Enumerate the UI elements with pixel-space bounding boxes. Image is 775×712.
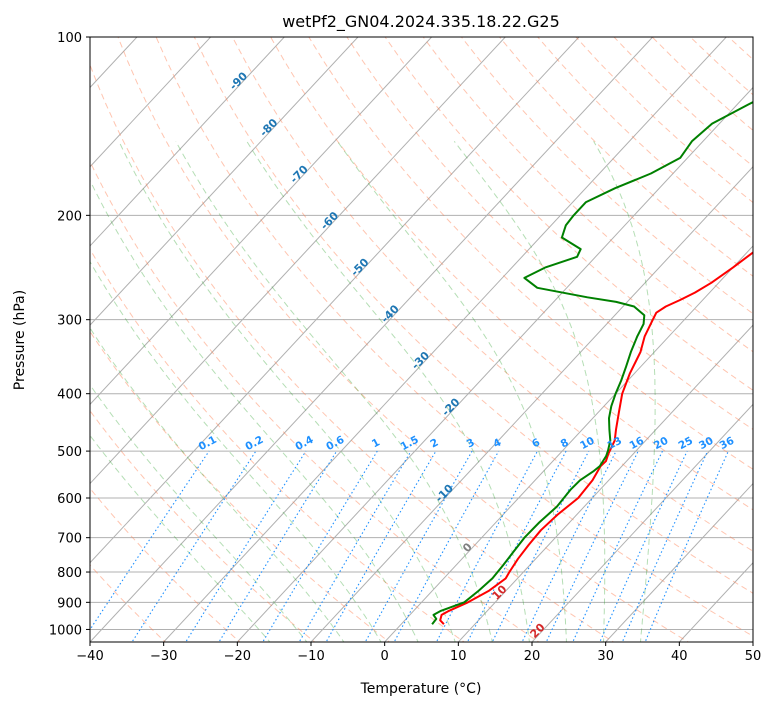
x-axis-label: Temperature (°C) xyxy=(360,681,482,697)
y-tick-label: 200 xyxy=(57,209,82,224)
y-tick-label: 800 xyxy=(57,566,82,581)
x-tick-label: −20 xyxy=(224,649,251,664)
chart-title: wetPf2_GN04.2024.335.18.22.G25 xyxy=(282,12,560,32)
x-tick-label: −30 xyxy=(150,649,177,664)
y-tick-label: 100 xyxy=(57,31,82,46)
y-tick-label: 400 xyxy=(57,388,82,403)
x-tick-label: 0 xyxy=(381,649,389,664)
y-tick-label: 300 xyxy=(57,314,82,329)
x-tick-label: 50 xyxy=(745,649,762,664)
y-axis-label: Pressure (hPa) xyxy=(12,290,28,390)
x-tick-label: −10 xyxy=(297,649,324,664)
y-tick-label: 500 xyxy=(57,445,82,460)
x-tick-label: 10 xyxy=(450,649,467,664)
x-tick-label: 30 xyxy=(597,649,614,664)
x-tick-label: −40 xyxy=(76,649,103,664)
x-tick-label: 40 xyxy=(671,649,688,664)
y-tick-label: 600 xyxy=(57,492,82,507)
x-tick-label: 20 xyxy=(524,649,541,664)
y-tick-label: 700 xyxy=(57,532,82,547)
y-tick-label: 1000 xyxy=(49,623,82,638)
y-tick-label: 900 xyxy=(57,596,82,611)
